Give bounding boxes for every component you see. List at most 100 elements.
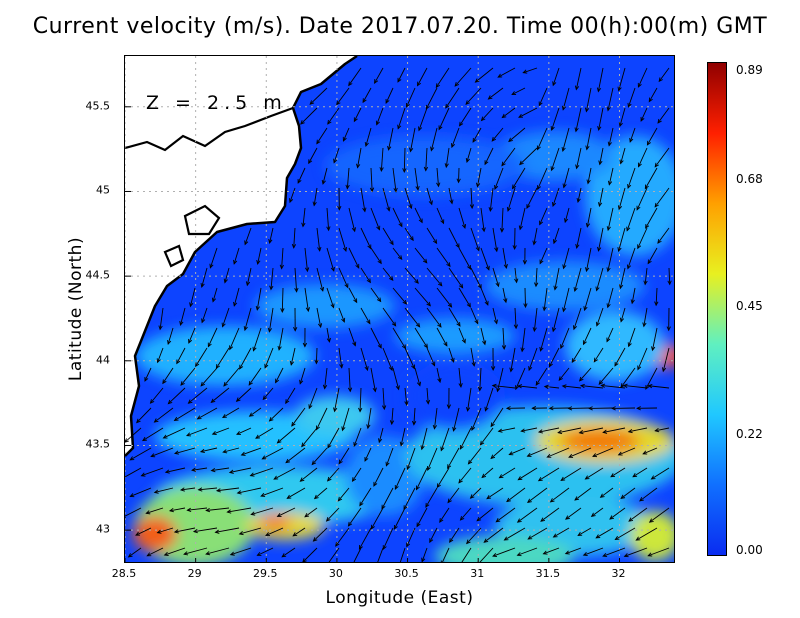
velocity-arrow bbox=[228, 467, 252, 474]
velocity-arrow bbox=[617, 67, 626, 92]
velocity-arrow bbox=[426, 347, 436, 367]
velocity-arrow bbox=[291, 227, 297, 249]
velocity-arrow bbox=[436, 247, 451, 268]
velocity-arrow bbox=[465, 87, 482, 105]
velocity-arrow bbox=[456, 167, 461, 184]
velocity-arrow bbox=[644, 167, 658, 190]
velocity-arrow bbox=[326, 287, 335, 309]
velocity-arrow bbox=[501, 107, 516, 119]
velocity-arrow bbox=[179, 487, 196, 492]
velocity-arrow bbox=[370, 327, 382, 349]
velocity-arrow bbox=[187, 387, 208, 404]
velocity-arrow bbox=[195, 347, 208, 368]
y-tick-label: 45 bbox=[96, 183, 110, 197]
velocity-arrow bbox=[503, 527, 526, 541]
velocity-arrow bbox=[571, 347, 582, 364]
velocity-arrow bbox=[607, 127, 614, 147]
x-tick-label: 28.5 bbox=[111, 567, 137, 580]
velocity-arrow bbox=[236, 427, 252, 435]
velocity-arrow bbox=[585, 207, 592, 228]
velocity-arrow bbox=[279, 247, 284, 270]
velocity-arrow bbox=[502, 247, 508, 269]
velocity-arrow bbox=[609, 507, 626, 520]
velocity-arrow bbox=[477, 547, 494, 562]
velocity-arrow bbox=[480, 107, 494, 122]
velocity-arrow bbox=[561, 127, 570, 153]
velocity-arrow bbox=[492, 267, 500, 288]
velocity-arrow bbox=[211, 287, 218, 303]
velocity-arrow bbox=[562, 167, 570, 189]
velocity-arrow bbox=[289, 347, 296, 366]
velocity-arrow bbox=[432, 407, 438, 430]
velocity-arrow bbox=[610, 406, 636, 411]
velocity-arrow bbox=[562, 247, 570, 270]
velocity-arrow bbox=[562, 287, 570, 313]
lagoon-outline bbox=[163, 204, 221, 268]
x-tick-label: 29.5 bbox=[253, 567, 278, 580]
velocity-arrow bbox=[316, 407, 328, 431]
velocity-arrow bbox=[262, 387, 274, 401]
velocity-arrow bbox=[326, 327, 331, 343]
velocity-arrow bbox=[577, 527, 592, 537]
velocity-arrow bbox=[404, 307, 421, 328]
velocity-arrow bbox=[215, 487, 240, 493]
velocity-arrow bbox=[414, 167, 420, 191]
velocity-arrow bbox=[606, 287, 614, 309]
velocity-arrow bbox=[481, 467, 494, 479]
velocity-arrow bbox=[269, 267, 274, 291]
velocity-arrow bbox=[308, 147, 318, 165]
velocity-arrow bbox=[364, 447, 372, 462]
x-tick-label: 31 bbox=[470, 567, 485, 580]
y-tick-label: 43 bbox=[96, 522, 110, 536]
velocity-arrow bbox=[539, 327, 548, 352]
velocity-arrow bbox=[285, 387, 296, 405]
velocity-arrow bbox=[651, 327, 658, 352]
velocity-arrow bbox=[517, 467, 538, 481]
velocity-arrow bbox=[445, 87, 460, 109]
velocity-arrow bbox=[474, 67, 494, 83]
velocity-arrow bbox=[392, 247, 403, 261]
velocity-arrow bbox=[268, 407, 284, 422]
velocity-arrow bbox=[526, 447, 548, 457]
velocity-arrow bbox=[183, 547, 208, 556]
velocity-arrow bbox=[378, 427, 384, 444]
velocity-arrow bbox=[415, 467, 428, 491]
velocity-arrow bbox=[264, 347, 274, 369]
velocity-arrow bbox=[595, 307, 604, 327]
velocity-arrow bbox=[650, 467, 670, 480]
velocity-arrow bbox=[448, 227, 460, 249]
velocity-arrow bbox=[164, 467, 186, 474]
velocity-arrow bbox=[389, 407, 395, 426]
velocity-arrow bbox=[199, 447, 218, 454]
velocity-arrow bbox=[619, 147, 626, 165]
x-tick-label: 30 bbox=[328, 567, 343, 580]
velocity-arrow bbox=[454, 67, 472, 87]
velocity-arrow bbox=[514, 267, 519, 284]
velocity-arrow bbox=[558, 367, 570, 382]
velocity-arrow bbox=[404, 267, 419, 284]
velocity-arrow bbox=[399, 427, 406, 447]
velocity-arrow bbox=[393, 507, 406, 530]
velocity-arrow bbox=[448, 307, 461, 327]
velocity-arrow bbox=[229, 327, 240, 351]
velocity-arrow bbox=[574, 107, 582, 133]
velocity-arrow bbox=[429, 527, 438, 544]
velocity-arrow bbox=[370, 287, 382, 303]
velocity-arrow bbox=[255, 287, 262, 311]
velocity-arrow bbox=[479, 427, 494, 446]
velocity-arrow bbox=[606, 207, 614, 232]
velocity-arrow bbox=[627, 87, 636, 108]
velocity-arrow bbox=[619, 307, 626, 323]
velocity-arrow bbox=[348, 287, 358, 304]
velocity-arrow bbox=[490, 347, 496, 371]
velocity-arrow bbox=[542, 547, 560, 555]
velocity-arrow bbox=[302, 547, 318, 562]
velocity-arrow bbox=[153, 407, 174, 423]
velocity-arrow bbox=[618, 107, 626, 128]
velocity-arrow bbox=[163, 547, 186, 556]
velocity-arrow bbox=[348, 247, 360, 269]
velocity-arrow bbox=[458, 327, 466, 344]
velocity-arrow bbox=[553, 267, 560, 291]
velocity-arrow bbox=[448, 347, 455, 363]
velocity-arrow bbox=[129, 447, 152, 461]
